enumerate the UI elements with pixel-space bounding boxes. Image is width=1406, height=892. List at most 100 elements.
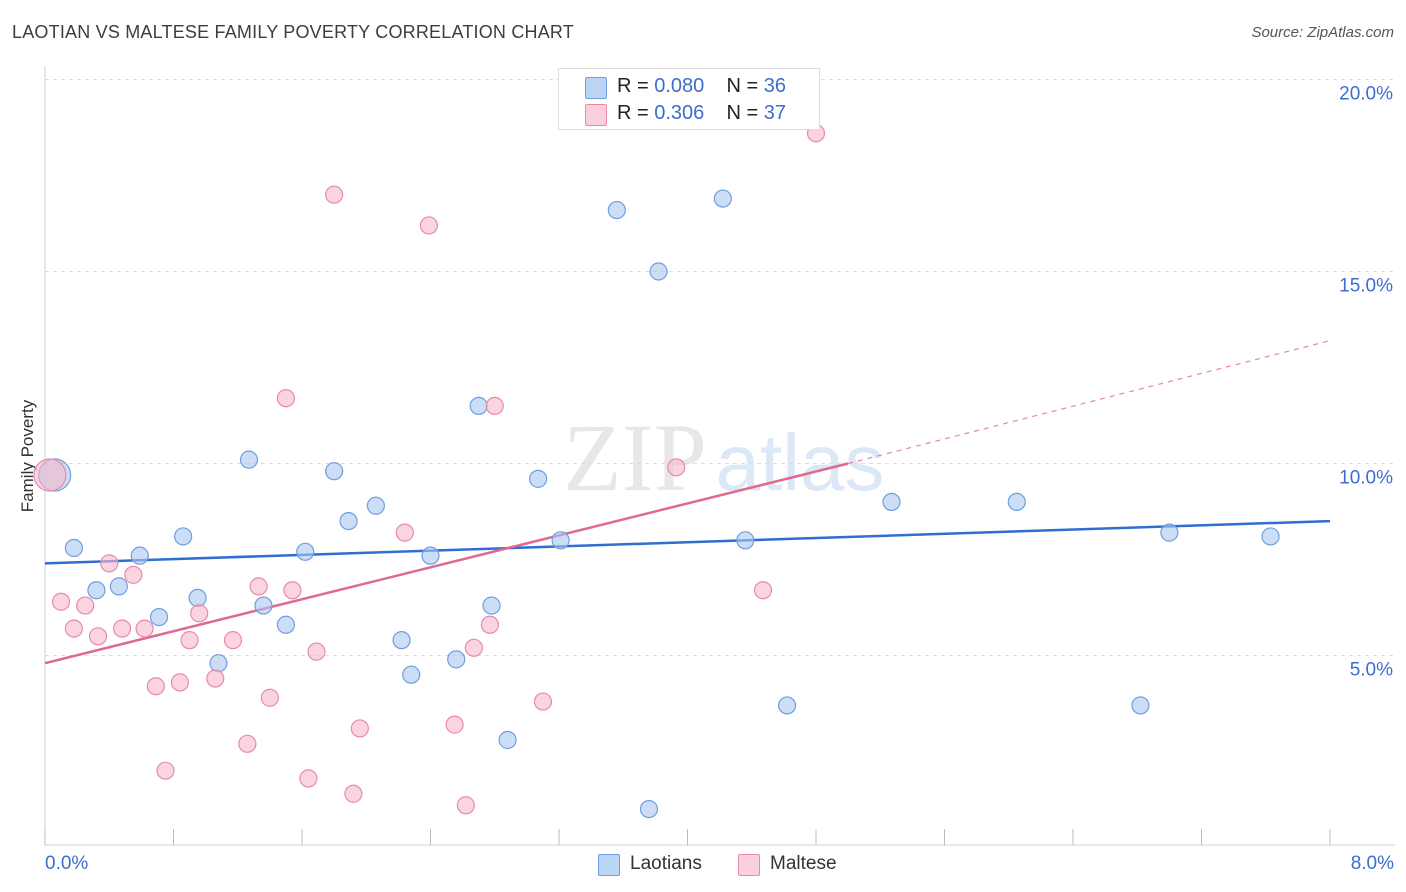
data-point-laotians (1261, 527, 1280, 546)
trend-line-laotians (44, 519, 1331, 565)
legend-r-value: 0.306 (654, 102, 705, 124)
grid-lines (45, 79, 1395, 656)
data-point-maltese (206, 669, 225, 688)
data-point-maltese (100, 554, 119, 573)
data-point-maltese (190, 604, 209, 623)
data-point-laotians (498, 730, 517, 750)
data-point-laotians (239, 450, 259, 469)
data-point-laotians (639, 799, 659, 819)
data-point-maltese (146, 677, 165, 696)
y-tick-label: 5.0% (1350, 660, 1393, 681)
data-point-laotians (607, 200, 626, 220)
trend-lines (44, 340, 1331, 665)
chart-title: LAOTIAN VS MALTESE FAMILY POVERTY CORREL… (12, 22, 575, 42)
source-label: Source: ZipAtlas.com (1251, 24, 1394, 41)
legend-label-maltese: Maltese (770, 853, 837, 874)
data-point-laotians (551, 531, 570, 550)
legend-swatch-laotians (585, 77, 607, 99)
data-point-maltese (395, 523, 414, 542)
data-point-laotians (149, 607, 169, 627)
data-points (33, 124, 1280, 819)
data-point-laotians (209, 654, 228, 673)
data-point-laotians (421, 546, 440, 565)
data-point-laotians (87, 581, 106, 600)
data-point-maltese (419, 216, 438, 235)
legend-n-label: N = (726, 75, 759, 97)
data-point-maltese (445, 715, 464, 734)
data-point-maltese (124, 565, 143, 584)
legend-n-value: 37 (763, 102, 787, 124)
data-point-maltese (456, 796, 475, 815)
data-point-maltese (276, 389, 296, 408)
data-point-maltese (480, 615, 500, 634)
data-point-laotians (174, 527, 193, 546)
data-point-laotians (64, 538, 84, 558)
data-point-maltese (350, 719, 369, 738)
watermark-atlas: atlas (716, 418, 885, 507)
legend-n-label: N = (726, 102, 759, 124)
legend-swatch-maltese (738, 854, 760, 876)
data-point-laotians (736, 531, 755, 550)
data-point-maltese (180, 631, 199, 650)
axes (44, 66, 1395, 846)
data-point-maltese (753, 581, 773, 600)
data-point-laotians (392, 631, 411, 650)
data-point-maltese (76, 596, 95, 615)
data-point-laotians (469, 396, 488, 415)
data-point-maltese (260, 688, 279, 707)
data-point-maltese (156, 761, 175, 780)
data-point-maltese (223, 631, 243, 650)
data-point-laotians (402, 665, 421, 684)
data-point-maltese (485, 396, 504, 415)
data-point-laotians (1160, 523, 1179, 542)
trend-line-maltese (44, 462, 849, 665)
x-tick-label: 0.0% (45, 853, 88, 874)
data-point-laotians (447, 650, 466, 669)
data-point-maltese (170, 673, 190, 692)
legend-r-label: R = (617, 75, 649, 97)
data-point-maltese (112, 619, 132, 638)
trend-extension-maltese (847, 340, 1331, 465)
tick-labels: 5.0% 10.0% 15.0% 20.0% 0.0% 8.0% (45, 84, 1394, 875)
data-point-maltese (249, 577, 268, 596)
data-point-laotians (529, 469, 548, 488)
data-point-maltese (33, 458, 67, 492)
data-point-laotians (777, 696, 797, 715)
watermark-zip: ZIP (563, 404, 707, 511)
data-point-laotians (482, 596, 501, 615)
data-point-maltese (533, 692, 553, 711)
y-tick-label: 20.0% (1339, 84, 1393, 105)
data-point-laotians (339, 511, 358, 531)
data-point-laotians (130, 546, 149, 565)
y-tick-label: 15.0% (1339, 276, 1393, 297)
data-point-laotians (366, 496, 385, 515)
data-point-maltese (464, 638, 483, 657)
y-tick-label: 10.0% (1339, 468, 1393, 489)
data-point-maltese (299, 769, 318, 788)
data-point-maltese (238, 734, 257, 753)
data-point-maltese (88, 627, 108, 646)
legend-n-value: 36 (763, 75, 787, 97)
data-point-laotians (254, 596, 273, 615)
x-tick-label: 8.0% (1351, 853, 1394, 874)
legend-swatch-maltese (585, 104, 607, 126)
legend-r-label: R = (617, 102, 649, 124)
legend-swatch-laotians (598, 854, 620, 876)
data-point-maltese (325, 185, 344, 204)
data-point-laotians (1007, 492, 1026, 511)
data-point-maltese (64, 619, 84, 638)
legend-label-laotians: Laotians (630, 853, 702, 874)
data-point-maltese (135, 619, 154, 638)
data-point-laotians (296, 542, 315, 561)
data-point-laotians (109, 577, 128, 596)
data-point-maltese (51, 592, 71, 611)
data-point-laotians (649, 262, 668, 281)
data-point-laotians (713, 189, 732, 208)
data-point-laotians (1131, 696, 1150, 715)
data-point-laotians (325, 462, 344, 481)
data-point-laotians (276, 615, 296, 634)
stats-legend: R = 0.080 N = 36 R = 0.306 N = 37 (558, 68, 820, 130)
data-point-laotians (188, 588, 207, 608)
series-legend: Laotians Maltese (0, 852, 1406, 878)
